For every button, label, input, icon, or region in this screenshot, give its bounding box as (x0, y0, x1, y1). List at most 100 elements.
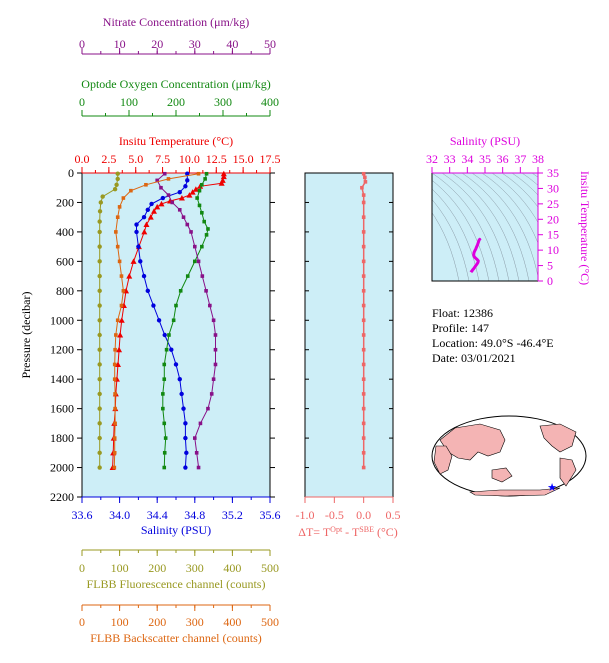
fluorescence-point (100, 194, 105, 199)
nitrate-point (166, 193, 171, 197)
nitrate-point (211, 377, 216, 381)
ts-temperature-tick-label: 10 (547, 243, 559, 257)
density-contour (481, 173, 538, 244)
density-contour (432, 199, 470, 281)
world-map: ★ (431, 415, 587, 497)
salinity-point (185, 178, 190, 183)
backscatter-series (112, 171, 201, 470)
oxygen-axis-title: Optode Oxygen Concentration (μm/kg) (81, 77, 270, 91)
density-contour (501, 173, 538, 208)
pressure-tick-label: 200 (56, 195, 74, 209)
backscatter-tick-label: 100 (111, 615, 129, 629)
fluorescence-series (97, 171, 120, 470)
oxygen-point (161, 392, 165, 396)
delta-t-point (361, 193, 366, 197)
ts-temperature-tick-label: 0 (547, 274, 553, 288)
temperature-point (192, 186, 199, 192)
temperature-point (147, 214, 154, 220)
oxygen-point (200, 210, 204, 215)
nitrate-point (159, 185, 163, 190)
salinity-point (141, 273, 147, 279)
delta-t-point (361, 436, 366, 440)
delta-t-point (361, 303, 366, 308)
temperature-point (141, 228, 148, 235)
fluorescence-point (97, 288, 102, 294)
temperature-tick-label: 15.0 (233, 152, 254, 166)
fluorescence-axis-title: FLBB Fluorescence channel (counts) (87, 577, 266, 591)
nitrate-point (193, 244, 197, 249)
salinity-tick-label: 34.4 (147, 508, 168, 522)
oxygen-point (202, 219, 206, 224)
delta-t-point (361, 377, 366, 381)
oxygen-point (197, 188, 202, 193)
oxygen-tick-label: 0 (79, 95, 85, 109)
backscatter-point (115, 318, 120, 323)
nitrate-point (204, 289, 208, 293)
oxygen-point (204, 233, 209, 237)
temperature-point (189, 189, 196, 195)
nitrate-point (206, 406, 210, 411)
fluorescence-point (97, 376, 102, 382)
oxygen-tick-label: 100 (120, 95, 138, 109)
delta-t-point (363, 180, 368, 184)
temperature-point (150, 208, 157, 214)
pressure-tick-label: 0 (68, 166, 74, 180)
density-contour (432, 212, 460, 281)
nitrate-series (155, 171, 218, 470)
temperature-point (117, 332, 124, 338)
fluorescence-point (115, 176, 120, 182)
pressure-tick-label: 1600 (50, 402, 74, 416)
delta-t-point (363, 175, 367, 180)
temperature-point (220, 173, 227, 180)
fluorescence-point (97, 347, 102, 352)
nitrate-point (194, 451, 199, 455)
ts-profile-line (469, 237, 482, 274)
backscatter-tick-label: 300 (186, 615, 204, 629)
pressure-tick-label: 2000 (50, 461, 74, 475)
fluorescence-point (97, 259, 102, 264)
density-contour (521, 173, 538, 186)
salinity-point (183, 184, 188, 189)
pressure-tick-label: 1400 (50, 372, 74, 386)
nitrate-point (211, 318, 216, 323)
oxygen-point (163, 436, 168, 440)
nitrate-point (193, 436, 197, 440)
nitrate-point (181, 215, 186, 219)
ts-temperature-tick-label: 20 (547, 212, 559, 226)
ts-temperature-tick-label: 30 (547, 181, 559, 195)
fluorescence-point (97, 318, 102, 323)
backscatter-tick-label: 400 (223, 615, 241, 629)
delta-t-point (361, 215, 366, 219)
nitrate-tick-label: 50 (264, 37, 276, 51)
nitrate-point (196, 259, 201, 264)
nitrate-point (196, 465, 201, 470)
salinity-point (136, 244, 141, 249)
density-contour (451, 173, 520, 281)
delta-t-tick-label: -0.5 (325, 508, 344, 522)
ts-temperature-tick-label: 35 (547, 166, 559, 180)
nitrate-point (170, 200, 175, 205)
ts-density-contours (432, 173, 538, 281)
oxygen-point (167, 333, 171, 337)
delta-t-series (360, 171, 368, 470)
delta-t-point (361, 171, 366, 176)
salinity-tick-label: 34.8 (184, 508, 205, 522)
oxygen-point (178, 289, 183, 293)
delta-t-point (361, 347, 366, 352)
backscatter-point (113, 392, 117, 396)
temperature-point (218, 180, 225, 186)
density-contour (432, 173, 500, 281)
pressure-tick-label: 400 (56, 225, 74, 239)
delta-t-point (361, 244, 366, 249)
fluorescence-point (114, 182, 119, 187)
temperature-tick-label: 12.5 (206, 152, 227, 166)
nitrate-tick-label: 10 (114, 37, 126, 51)
fluorescence-point (97, 465, 102, 470)
backscatter-point (112, 451, 117, 455)
nitrate-point (198, 421, 203, 426)
fluorescence-tick-label: 200 (148, 561, 166, 575)
oxygen-point (162, 465, 167, 470)
salinity-point (160, 195, 166, 201)
delta-t-point (361, 421, 366, 426)
